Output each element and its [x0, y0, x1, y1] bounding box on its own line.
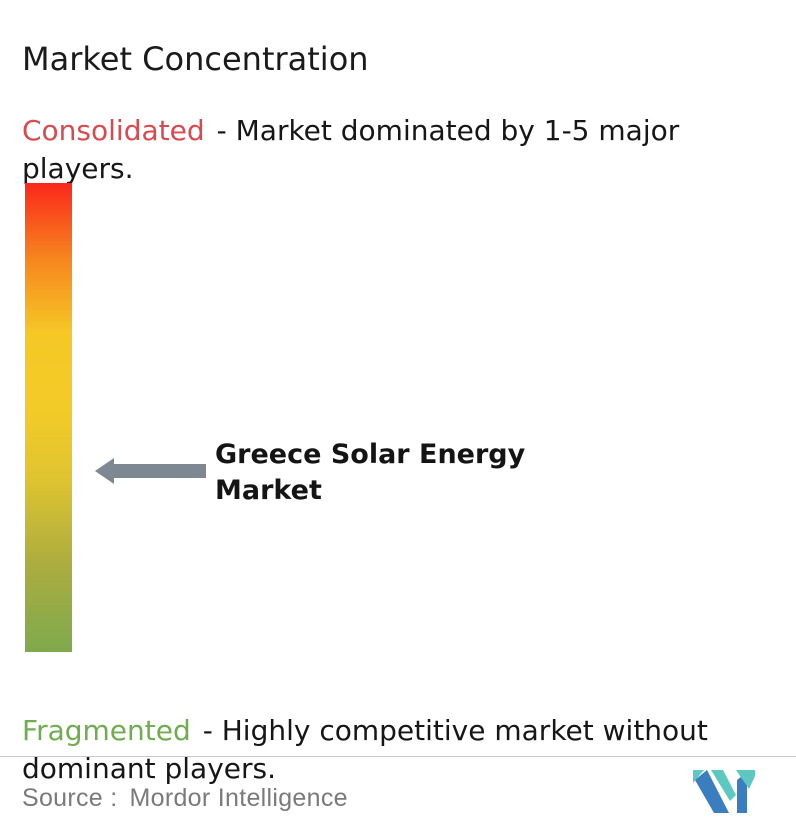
consolidated-description: - Market dominated by 1-5 major players.	[22, 114, 680, 185]
page-title: Market Concentration	[22, 40, 369, 79]
fragmented-paragraph: Fragmented - Highly competitive market wi…	[22, 712, 774, 788]
source-line: Source : Mordor Intelligence	[22, 784, 348, 813]
divider	[0, 756, 796, 757]
fragmented-term: Fragmented	[22, 714, 191, 747]
source-prefix: Source :	[22, 784, 118, 812]
arrow-shaft	[113, 464, 206, 478]
mordor-intelligence-logo	[693, 770, 755, 813]
arrow-head	[95, 458, 114, 484]
fragmented-description: - Highly competitive market without domi…	[22, 714, 708, 785]
logo-teal-middle-band	[711, 770, 736, 801]
consolidated-term: Consolidated	[22, 114, 205, 147]
logo-blue-diagonal-band	[695, 770, 729, 813]
market-marker-label: Greece Solar Energy Market	[215, 439, 526, 506]
left-arrow-icon	[95, 458, 206, 485]
logo-teal-top-right-triangle	[736, 770, 755, 789]
consolidated-paragraph: Consolidated - Market dominated by 1-5 ma…	[22, 112, 774, 188]
concentration-gradient-bar	[25, 183, 72, 652]
source-name: Mordor Intelligence	[129, 784, 348, 812]
